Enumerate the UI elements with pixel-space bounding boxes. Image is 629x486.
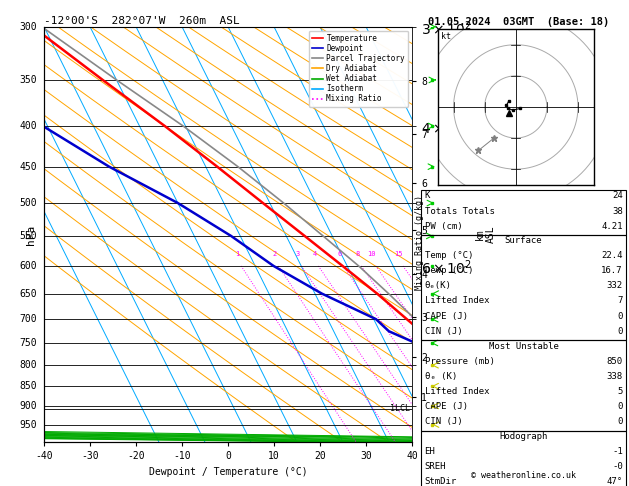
Text: 950: 950 <box>19 419 36 430</box>
Text: -1: -1 <box>612 447 623 456</box>
Text: Lifted Index: Lifted Index <box>425 296 489 306</box>
Text: 300: 300 <box>19 22 36 32</box>
Text: 3: 3 <box>296 251 299 257</box>
Text: CIN (J): CIN (J) <box>425 327 462 336</box>
Text: 332: 332 <box>606 281 623 291</box>
Text: Pressure (mb): Pressure (mb) <box>425 357 494 366</box>
Text: Totals Totals: Totals Totals <box>425 207 494 216</box>
X-axis label: Dewpoint / Temperature (°C): Dewpoint / Temperature (°C) <box>148 467 308 477</box>
Text: 1: 1 <box>235 251 240 257</box>
Text: CAPE (J): CAPE (J) <box>425 402 467 411</box>
Text: -12°00'S  282°07'W  260m  ASL: -12°00'S 282°07'W 260m ASL <box>44 16 240 26</box>
Text: 600: 600 <box>19 261 36 271</box>
Text: PW (cm): PW (cm) <box>425 222 462 231</box>
Text: θₑ (K): θₑ (K) <box>425 372 457 381</box>
Text: © weatheronline.co.uk: © weatheronline.co.uk <box>471 471 576 480</box>
Text: 0: 0 <box>617 402 623 411</box>
Text: 1LCL: 1LCL <box>390 404 409 414</box>
Text: 15: 15 <box>394 251 403 257</box>
Text: 450: 450 <box>19 162 36 172</box>
Text: CIN (J): CIN (J) <box>425 417 462 426</box>
Text: CAPE (J): CAPE (J) <box>425 312 467 321</box>
Text: StmDir: StmDir <box>425 477 457 486</box>
Text: 400: 400 <box>19 121 36 131</box>
Text: 8: 8 <box>355 251 359 257</box>
Text: 500: 500 <box>19 198 36 208</box>
Text: 800: 800 <box>19 360 36 370</box>
Text: K: K <box>425 191 430 201</box>
Text: kt: kt <box>441 32 451 41</box>
Legend: Temperature, Dewpoint, Parcel Trajectory, Dry Adiabat, Wet Adiabat, Isotherm, Mi: Temperature, Dewpoint, Parcel Trajectory… <box>309 31 408 106</box>
Text: 700: 700 <box>19 314 36 324</box>
Text: 6: 6 <box>337 251 342 257</box>
Text: 350: 350 <box>19 75 36 85</box>
Text: 338: 338 <box>606 372 623 381</box>
Y-axis label: hPa: hPa <box>26 225 36 244</box>
Text: Most Unstable: Most Unstable <box>489 342 559 351</box>
Text: 2: 2 <box>272 251 277 257</box>
Text: 750: 750 <box>19 338 36 348</box>
Text: 850: 850 <box>19 381 36 391</box>
Text: 47°: 47° <box>606 477 623 486</box>
Text: 850: 850 <box>606 357 623 366</box>
Text: 5: 5 <box>617 387 623 396</box>
Text: EH: EH <box>425 447 435 456</box>
Text: 550: 550 <box>19 231 36 241</box>
Text: 4: 4 <box>313 251 316 257</box>
Text: 0: 0 <box>617 417 623 426</box>
Text: Dewp (°C): Dewp (°C) <box>425 266 473 276</box>
Text: 01.05.2024  03GMT  (Base: 18): 01.05.2024 03GMT (Base: 18) <box>428 17 610 27</box>
Text: Surface: Surface <box>505 236 542 245</box>
Text: 900: 900 <box>19 401 36 411</box>
Y-axis label: km
ASL: km ASL <box>474 226 496 243</box>
Text: SREH: SREH <box>425 462 446 471</box>
Text: 4.21: 4.21 <box>601 222 623 231</box>
Text: Mixing Ratio (g/kg): Mixing Ratio (g/kg) <box>415 195 424 291</box>
Text: 10: 10 <box>367 251 376 257</box>
Text: 24: 24 <box>612 191 623 201</box>
Text: 22.4: 22.4 <box>601 251 623 260</box>
Text: Hodograph: Hodograph <box>499 432 548 441</box>
Text: 38: 38 <box>612 207 623 216</box>
Text: -0: -0 <box>612 462 623 471</box>
Text: θₑ(K): θₑ(K) <box>425 281 452 291</box>
Text: Temp (°C): Temp (°C) <box>425 251 473 260</box>
Text: 7: 7 <box>617 296 623 306</box>
Text: 650: 650 <box>19 289 36 298</box>
Text: 0: 0 <box>617 312 623 321</box>
Text: 0: 0 <box>617 327 623 336</box>
Text: 16.7: 16.7 <box>601 266 623 276</box>
Text: Lifted Index: Lifted Index <box>425 387 489 396</box>
